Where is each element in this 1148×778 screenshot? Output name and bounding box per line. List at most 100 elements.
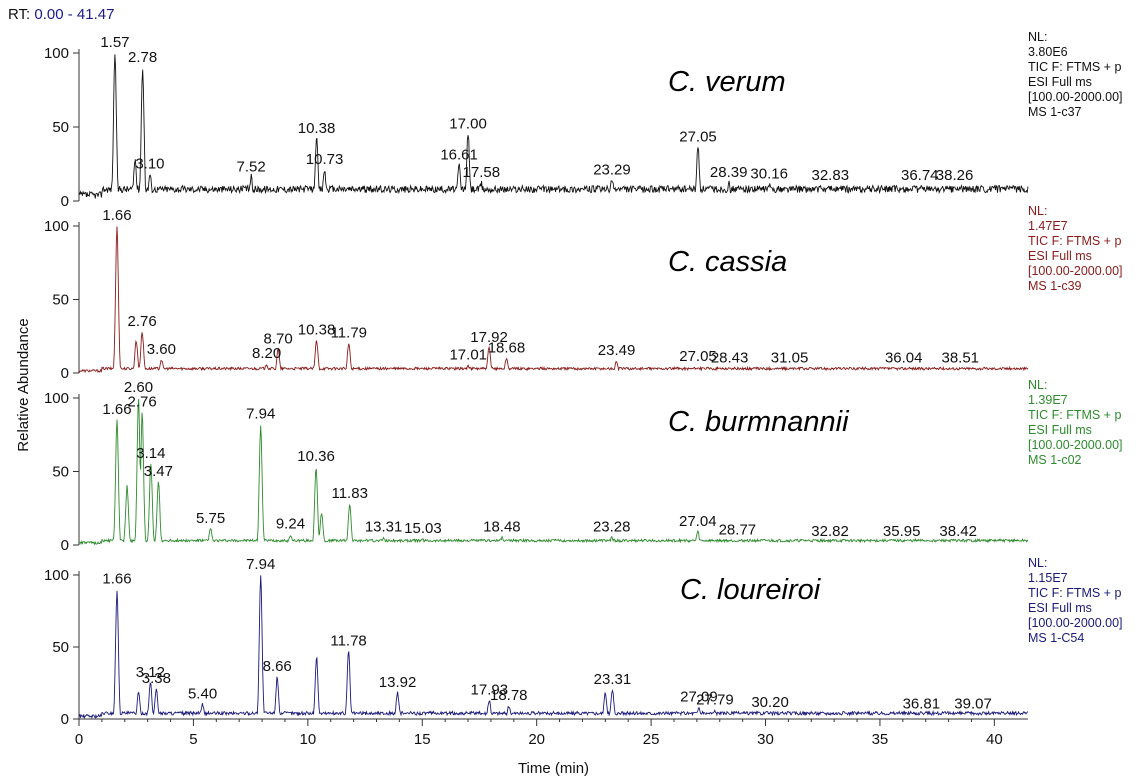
- peak-label: 7.52: [236, 158, 265, 175]
- peak-label: 38.42: [939, 523, 977, 540]
- peak-label: 31.05: [771, 350, 809, 367]
- info-line: TIC F: FTMS + p: [1028, 60, 1122, 74]
- y-tick-label: 50: [52, 292, 69, 309]
- peak-label: 38.51: [941, 350, 979, 367]
- peak-label: 30.20: [751, 694, 789, 711]
- chromatogram-trace: [78, 398, 1029, 546]
- panel-info-cassia: NL: 1.47E7 TIC F: FTMS + p ESI Full ms […: [1028, 204, 1123, 294]
- peak-label: 13.92: [379, 674, 417, 691]
- panel-info-loureiroi: NL: 1.15E7 TIC F: FTMS + p ESI Full ms […: [1028, 556, 1123, 646]
- peak-label: 7.94: [246, 556, 275, 573]
- chromatogram-trace: [78, 54, 1029, 199]
- peak-label: 2.76: [128, 394, 157, 411]
- info-line: ESI Full ms: [1028, 249, 1092, 263]
- peak-label: 18.48: [483, 519, 521, 536]
- peak-label: 17.92: [470, 329, 508, 346]
- info-line: TIC F: FTMS + p: [1028, 586, 1122, 600]
- peak-label: 18.78: [490, 687, 528, 704]
- info-line: 1.47E7: [1028, 219, 1068, 233]
- y-tick-label: 0: [61, 365, 69, 382]
- peak-label: 32.83: [812, 167, 850, 184]
- y-tick-label: 50: [52, 464, 69, 481]
- x-tick-label: 0: [75, 731, 83, 748]
- y-tick-label: 0: [61, 193, 69, 210]
- peak-label: 1.66: [102, 207, 131, 224]
- peak-label: 17.00: [449, 115, 487, 132]
- peak-label: 1.66: [102, 401, 131, 418]
- info-line: MS 1-c37: [1028, 105, 1082, 119]
- info-line: TIC F: FTMS + p: [1028, 234, 1122, 248]
- peak-label: 3.14: [136, 445, 165, 462]
- info-line: MS 1-c39: [1028, 279, 1082, 293]
- peak-label: 17.01: [449, 347, 487, 364]
- peak-label: 27.09: [680, 688, 718, 705]
- peak-label: 23.31: [594, 671, 632, 688]
- info-line: 1.39E7: [1028, 393, 1068, 407]
- peak-label: 36.81: [903, 696, 941, 713]
- rt-prefix: RT:: [8, 6, 31, 23]
- y-tick-label: 50: [52, 119, 69, 136]
- peak-label: 2.78: [128, 49, 157, 66]
- chromatogram-trace: [78, 226, 1029, 374]
- peak-label: 8.66: [263, 658, 292, 675]
- peak-label: 13.31: [365, 519, 403, 536]
- peak-label: 3.60: [147, 341, 176, 358]
- info-line: NL:: [1028, 556, 1048, 570]
- peak-label: 11.78: [330, 632, 366, 649]
- peak-label: 1.57: [100, 34, 129, 51]
- peak-label: 30.16: [750, 166, 788, 183]
- peak-label: 36.04: [885, 350, 923, 367]
- peak-label: 3.12: [136, 664, 165, 681]
- peak-label: 3.47: [144, 463, 173, 480]
- rt-range-label: RT: 0.00 - 41.47: [8, 6, 114, 23]
- info-line: MS 1-C54: [1028, 631, 1085, 645]
- info-line: TIC F: FTMS + p: [1028, 408, 1122, 422]
- y-tick-label: 100: [44, 390, 69, 407]
- panel-info-verum: NL: 3.80E6 TIC F: FTMS + p ESI Full ms […: [1028, 30, 1123, 120]
- y-tick-label: 0: [61, 537, 69, 554]
- species-title-verum: C. verum: [668, 66, 786, 98]
- peak-label: 17.93: [471, 681, 509, 698]
- y-axis-label: Relative Abundance: [15, 318, 32, 451]
- x-tick-label: 10: [299, 731, 316, 748]
- peak-label: 9.24: [276, 516, 305, 533]
- chromatogram-trace: [78, 575, 1029, 720]
- info-line: [100.00-2000.00]: [1028, 616, 1123, 630]
- peak-label: 3.38: [142, 670, 171, 687]
- x-tick-label: 5: [189, 731, 197, 748]
- info-line: NL:: [1028, 378, 1048, 392]
- y-tick-label: 100: [44, 567, 69, 584]
- x-tick-label: 15: [414, 731, 431, 748]
- x-tick-label: 25: [643, 731, 660, 748]
- peak-label: 17.58: [463, 164, 501, 181]
- peak-label: 23.49: [598, 342, 636, 359]
- peak-label: 10.38: [298, 322, 336, 339]
- info-line: [100.00-2000.00]: [1028, 264, 1123, 278]
- peak-label: 3.10: [135, 155, 164, 172]
- peak-label: 35.95: [883, 523, 921, 540]
- info-line: 3.80E6: [1028, 45, 1068, 59]
- rt-range-value: 0.00 - 41.47: [34, 6, 115, 23]
- species-title-burmnannii: C. burmnannii: [668, 406, 849, 438]
- peak-label: 38.26: [936, 167, 974, 184]
- species-title-cassia: C. cassia: [668, 246, 788, 278]
- x-axis-label: Time (min): [518, 760, 589, 777]
- y-tick-label: 100: [44, 45, 69, 62]
- peak-label: 7.94: [246, 405, 275, 422]
- peak-label: 18.68: [488, 339, 526, 356]
- peak-label: 10.36: [297, 448, 335, 465]
- x-tick-label: 20: [528, 731, 545, 748]
- peak-label: 15.03: [404, 520, 442, 537]
- peak-label: 28.39: [710, 164, 748, 181]
- species-title-loureiroi: C. loureiroi: [680, 574, 821, 606]
- y-tick-label: 0: [61, 711, 69, 728]
- peak-label: 11.79: [331, 325, 367, 342]
- peak-label: 10.38: [298, 120, 336, 137]
- peak-label: 27.04: [679, 513, 717, 530]
- info-line: MS 1-c02: [1028, 453, 1082, 467]
- panel-info-burmnannii: NL: 1.39E7 TIC F: FTMS + p ESI Full ms […: [1028, 378, 1123, 468]
- info-line: ESI Full ms: [1028, 75, 1092, 89]
- info-line: NL:: [1028, 204, 1048, 218]
- peak-label: 11.83: [331, 485, 367, 502]
